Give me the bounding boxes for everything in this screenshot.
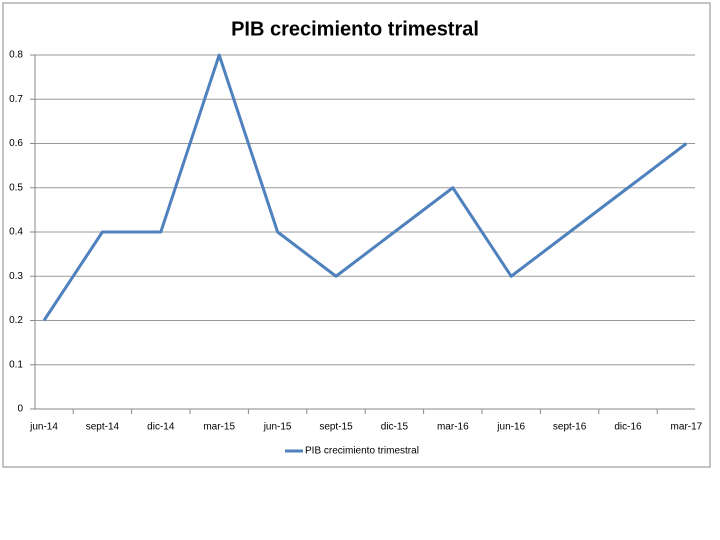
x-tick-label: jun-14 — [29, 422, 58, 433]
x-tick-label: dic-15 — [381, 422, 409, 433]
y-tick-label: 0.8 — [9, 50, 23, 61]
chart-frame — [2, 2, 711, 468]
x-tick-label: jun-16 — [496, 422, 525, 433]
x-tick-label: jun-15 — [263, 422, 292, 433]
x-tick-label: sept-16 — [553, 422, 587, 433]
y-tick-label: 0 — [17, 404, 23, 415]
y-tick-label: 0.4 — [9, 227, 23, 238]
y-tick-label: 0.3 — [9, 271, 23, 282]
x-tick-label: mar-16 — [437, 422, 469, 433]
legend-label: PIB crecimiento trimestral — [305, 446, 419, 457]
chart-title: PIB crecimiento trimestral — [231, 18, 479, 40]
x-tick-label: dic-16 — [614, 422, 642, 433]
y-tick-label: 0.7 — [9, 94, 23, 105]
y-tick-label: 0.2 — [9, 315, 23, 326]
y-tick-label: 0.6 — [9, 138, 23, 149]
x-tick-label: mar-15 — [203, 422, 235, 433]
x-tick-label: sept-15 — [319, 422, 353, 433]
x-tick-label: mar-17 — [671, 422, 703, 433]
x-tick-label: dic-14 — [147, 422, 175, 433]
x-tick-label: sept-14 — [86, 422, 120, 433]
y-tick-label: 0.1 — [9, 359, 23, 370]
y-tick-label: 0.5 — [9, 182, 23, 193]
data-line — [42, 53, 688, 322]
